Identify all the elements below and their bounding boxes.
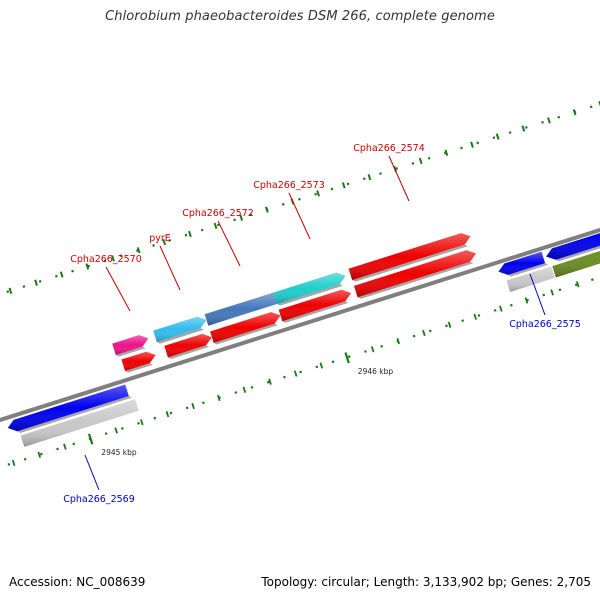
minor-tick <box>576 281 580 288</box>
minor-tick <box>11 459 16 467</box>
gene-label-cpha266_2575[interactable]: Cpha266_2575 <box>509 273 581 330</box>
page-title: Chlorobium phaeobacteroides DSM 266, com… <box>105 9 495 24</box>
minor-tick <box>293 370 298 377</box>
minor-tick <box>499 305 503 312</box>
minor-tick <box>165 411 170 418</box>
cds-block-cpha266-2572[interactable] <box>210 312 281 345</box>
minor-tick <box>550 289 554 296</box>
backbone <box>0 227 600 423</box>
svg-text:Cpha266_2573: Cpha266_2573 <box>253 180 325 191</box>
kbp-tick-label: 2945 kbp <box>101 448 137 457</box>
backbone-line <box>0 227 600 423</box>
svg-text:Cpha266_2569: Cpha266_2569 <box>63 494 135 505</box>
minor-tick <box>473 313 477 320</box>
gene-label-cpha266_2569[interactable]: Cpha266_2569 <box>63 454 135 505</box>
minor-tick <box>319 362 324 369</box>
minor-tick <box>37 451 41 458</box>
topology-summary: Topology: circular; Length: 3,133,902 bp… <box>261 575 591 589</box>
gene-block-cpha266-2570[interactable] <box>112 335 149 357</box>
gene-block-cpha266-2575[interactable] <box>498 251 549 277</box>
svg-text:Cpha266_2574: Cpha266_2574 <box>353 143 425 154</box>
accession-text: Accession: NC_008639 <box>9 575 146 589</box>
minor-tick <box>524 297 529 304</box>
lower-dotted-guide <box>7 278 594 466</box>
feature-blocks <box>7 212 600 447</box>
gene-label-pyre[interactable]: pyrE <box>149 233 181 291</box>
minor-tick <box>242 386 247 393</box>
major-tick <box>344 352 350 364</box>
svg-text:Cpha266_2572: Cpha266_2572 <box>182 208 254 219</box>
upper-dotted-guide <box>6 105 593 294</box>
gene-label-cpha266_2570[interactable]: Cpha266_2570 <box>70 254 142 312</box>
minor-tick <box>370 346 375 353</box>
gene-block-cpha266-2572[interactable] <box>204 292 277 326</box>
minor-tick <box>447 321 452 328</box>
svg-text:pyrE: pyrE <box>149 233 171 244</box>
gene-label-cpha266_2574[interactable]: Cpha266_2574 <box>353 143 425 202</box>
cds-block-cpha266-2573[interactable] <box>278 289 352 323</box>
upper-guide-dashes <box>8 100 600 294</box>
gene-label-cpha266_2572[interactable]: Cpha266_2572 <box>182 208 254 267</box>
minor-tick <box>268 378 272 385</box>
cds-block-cpha266-2569[interactable] <box>20 399 139 447</box>
cds-block-pyre[interactable] <box>164 333 212 359</box>
svg-text:Cpha266_2575: Cpha266_2575 <box>509 319 581 330</box>
cds-block-cpha266-2575[interactable] <box>506 266 556 292</box>
cds-block-cpha266-2570[interactable] <box>121 351 156 373</box>
gene-block-cpha266-2573[interactable] <box>273 272 346 306</box>
gene-block-cpha266-2576[interactable] <box>552 228 600 278</box>
minor-tick <box>191 402 195 410</box>
gene-block-pyre[interactable] <box>153 316 207 344</box>
minor-tick <box>216 394 221 402</box>
cds-block-cpha266-2574[interactable] <box>354 250 476 299</box>
major-tick <box>87 433 94 445</box>
gene-label-cpha266_2573[interactable]: Cpha266_2573 <box>253 180 325 240</box>
minor-tick <box>422 329 426 337</box>
dotted-guides <box>6 100 600 466</box>
gene-block-cpha266-2569[interactable] <box>7 384 132 433</box>
feature-labels: Cpha266_2570 pyrE Cpha266_2572 Cpha266_2573… <box>63 143 581 505</box>
kbp-tick-label: 2946 kbp <box>358 367 394 376</box>
minor-tick <box>114 427 118 434</box>
minor-tick <box>140 419 144 426</box>
gene-block-cpha266-2576-upper[interactable] <box>546 212 600 262</box>
gene-block-cpha266-2574[interactable] <box>348 233 471 282</box>
minor-tick <box>396 337 401 345</box>
minor-tick <box>63 443 67 450</box>
svg-text:Cpha266_2570: Cpha266_2570 <box>70 254 142 265</box>
